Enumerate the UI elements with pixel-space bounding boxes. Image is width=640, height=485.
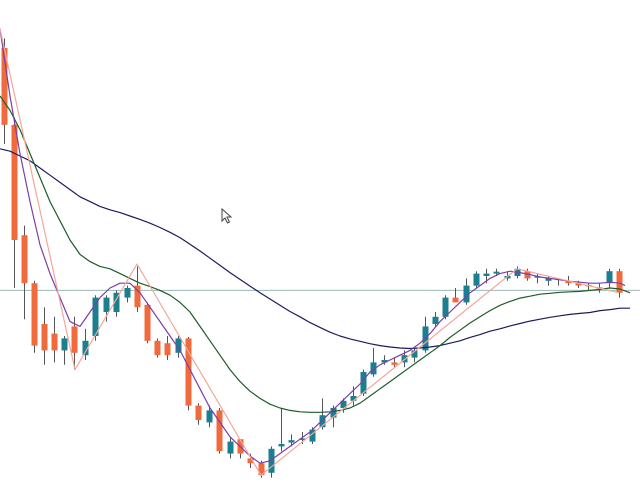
candle	[227, 436, 234, 459]
candle-body	[206, 410, 213, 423]
candle-body	[340, 400, 347, 408]
candle-body	[124, 288, 131, 298]
candle	[1, 38, 8, 144]
candle	[185, 336, 192, 411]
candle-body	[227, 441, 234, 454]
candle	[154, 338, 161, 358]
candle	[278, 408, 285, 452]
candle-body	[175, 338, 182, 353]
candle-body	[71, 326, 78, 353]
candle-body	[370, 362, 377, 375]
candle	[92, 295, 99, 341]
candle	[21, 225, 28, 320]
candle	[452, 288, 459, 303]
candle-body	[144, 304, 151, 341]
candle	[606, 268, 613, 288]
zigzag-line	[0, 28, 620, 476]
candle-body	[164, 343, 171, 356]
candle-body	[41, 324, 48, 351]
candle	[144, 302, 151, 344]
candle	[288, 434, 295, 447]
candle-body	[11, 124, 18, 240]
candle-body	[268, 448, 275, 473]
candle	[31, 280, 38, 353]
candle	[585, 283, 592, 291]
candle-body	[61, 338, 68, 351]
mouse-cursor-icon	[221, 208, 233, 224]
candle	[103, 295, 110, 322]
candle	[534, 273, 541, 284]
candle	[71, 316, 78, 370]
candle	[113, 290, 120, 317]
slow-moving-average-line	[0, 148, 630, 350]
candle-body	[288, 440, 295, 443]
candle	[370, 348, 377, 377]
candle-body	[299, 438, 306, 440]
fast-moving-average-line	[0, 28, 626, 464]
candle	[51, 316, 58, 363]
candle-body	[309, 429, 316, 442]
candle-body	[575, 283, 582, 286]
candle-body	[185, 338, 192, 406]
candle-body	[113, 292, 120, 312]
candle	[41, 307, 48, 365]
candle	[61, 336, 68, 365]
candle-body	[51, 333, 58, 351]
candle-body	[1, 48, 8, 125]
candle	[195, 403, 202, 425]
candle-body	[31, 283, 38, 346]
candle	[124, 285, 131, 303]
candle	[206, 405, 213, 428]
candle-body	[330, 408, 337, 418]
candle-body	[360, 372, 367, 394]
candle-body	[278, 444, 285, 447]
candle	[11, 117, 18, 288]
candle	[175, 336, 182, 358]
candle	[164, 336, 171, 360]
candle-body	[195, 405, 202, 420]
candle-body	[616, 271, 623, 293]
candle-body	[134, 285, 141, 308]
candle-body	[545, 278, 552, 281]
candle-body	[565, 280, 572, 284]
candle	[473, 271, 480, 288]
candle-body	[483, 273, 490, 276]
candle	[134, 266, 141, 312]
candle	[82, 328, 89, 360]
candle	[442, 295, 449, 320]
candle	[216, 408, 223, 454]
candle-body	[432, 316, 439, 324]
candle-body	[258, 463, 265, 476]
candle	[411, 348, 418, 363]
candle-body	[606, 271, 613, 284]
candle	[463, 278, 470, 305]
candle-body	[350, 396, 357, 401]
candle-body	[493, 271, 500, 274]
candle-body	[452, 297, 459, 303]
candle-body	[411, 350, 418, 358]
candle	[391, 357, 398, 368]
candle-body	[21, 235, 28, 284]
candle	[360, 369, 367, 396]
candle	[268, 446, 275, 478]
candle-body	[463, 285, 470, 303]
candle	[432, 312, 439, 327]
candle	[319, 398, 326, 430]
mid-moving-average-line	[0, 95, 631, 413]
candle-body	[381, 360, 388, 363]
candle-body	[154, 340, 161, 356]
candle-body	[92, 297, 99, 336]
candle-body	[103, 297, 110, 312]
candle-body	[216, 410, 223, 452]
candle-body	[82, 340, 89, 356]
candle-body	[473, 273, 480, 286]
candle-body	[319, 415, 326, 428]
candle-body	[391, 362, 398, 365]
candle-body	[524, 271, 531, 279]
candle-body	[442, 297, 449, 317]
candle-body	[247, 458, 254, 464]
candle	[340, 398, 347, 413]
